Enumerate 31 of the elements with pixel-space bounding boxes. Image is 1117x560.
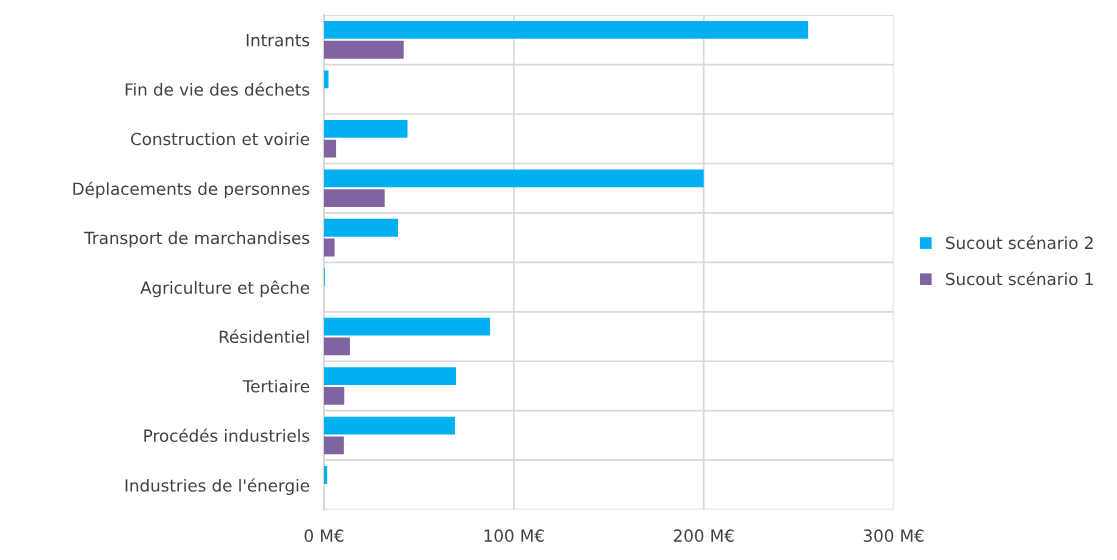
y-tick-label: Agriculture et pêche (140, 280, 310, 298)
bar (323, 21, 809, 39)
legend-label: Sucout scénario 1 (946, 271, 1093, 286)
bar (323, 416, 455, 435)
y-tick-label: Transport de marchandises (84, 231, 310, 248)
y-tick-label: Résidentiel (219, 329, 309, 344)
y-tick-label: Procédés industriels (144, 428, 310, 442)
bar (323, 40, 404, 59)
bar (323, 466, 328, 484)
bar (323, 169, 704, 188)
bar (323, 218, 398, 237)
bar (323, 367, 457, 385)
bar (323, 436, 344, 455)
y-tick-label: Tertiaire (242, 379, 310, 393)
x-tick-label: 0 M€ (304, 529, 344, 542)
x-tick-label: 200 M€ (673, 529, 734, 542)
bar (323, 238, 335, 257)
y-tick-label: Industries de l'énergie (125, 478, 310, 496)
y-tick-label: Intrants (246, 34, 310, 47)
x-tick-label: 300 M€ (863, 529, 924, 542)
legend-label: Sucout scénario 2 (946, 235, 1093, 250)
bar (323, 139, 337, 158)
y-tick-label: Fin de vie des déchets (125, 82, 310, 96)
y-tick-label: Construction et voirie (131, 132, 310, 146)
bar (323, 337, 350, 356)
x-tick-label: 100 M€ (484, 529, 544, 542)
y-tick-label: Déplacements de personnes (73, 181, 310, 199)
bar (323, 119, 408, 138)
bar (323, 317, 491, 336)
bar (323, 189, 385, 207)
bar (323, 386, 345, 405)
